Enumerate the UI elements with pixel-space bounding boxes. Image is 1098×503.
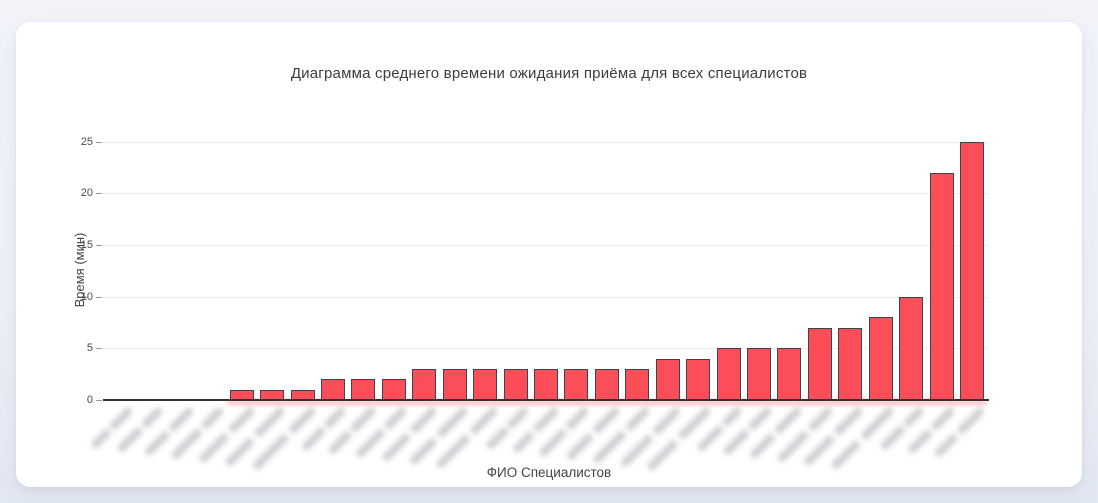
bar bbox=[473, 369, 498, 400]
x-tick-label-redacted bbox=[776, 406, 834, 464]
bar bbox=[716, 348, 741, 400]
x-tick-label-redacted bbox=[592, 406, 651, 465]
x-tick-label-redacted bbox=[170, 406, 225, 461]
gridline bbox=[103, 296, 989, 298]
bar bbox=[321, 379, 345, 400]
x-tick-label-redacted bbox=[251, 406, 317, 472]
bar bbox=[655, 358, 680, 400]
x-tick-label-redacted bbox=[435, 406, 499, 470]
bar bbox=[807, 327, 832, 400]
y-tick-mark bbox=[96, 193, 102, 195]
gridline bbox=[103, 193, 989, 195]
y-tick-label: 5 bbox=[86, 342, 93, 355]
bar bbox=[351, 379, 376, 400]
bar bbox=[412, 369, 437, 400]
x-tick-label-redacted bbox=[565, 406, 621, 462]
bar bbox=[868, 317, 893, 400]
bar bbox=[686, 358, 711, 400]
x-tick-label-redacted bbox=[408, 406, 469, 467]
x-tick-label-redacted bbox=[619, 406, 682, 469]
bar bbox=[777, 348, 802, 400]
y-axis-title: Время (мин) bbox=[72, 232, 87, 308]
x-tick-label-redacted bbox=[646, 406, 712, 472]
x-tick-label-redacted bbox=[197, 406, 256, 464]
gridline bbox=[103, 245, 989, 247]
gridline bbox=[103, 141, 989, 143]
y-tick-mark bbox=[96, 141, 102, 143]
chart-card: Диаграмма среднего времени ожидания приё… bbox=[16, 22, 1082, 487]
chart-title: Диаграмма среднего времени ожидания приё… bbox=[290, 65, 808, 82]
y-tick-mark bbox=[96, 348, 102, 350]
bar bbox=[503, 369, 528, 400]
y-tick-label: 10 bbox=[80, 290, 93, 303]
y-tick-mark bbox=[96, 245, 102, 247]
x-tick-label-redacted bbox=[830, 406, 895, 471]
y-tick-mark bbox=[96, 296, 102, 298]
bar bbox=[534, 369, 558, 400]
y-tick-label: 0 bbox=[86, 394, 93, 406]
x-tick-label-redacted bbox=[803, 406, 864, 467]
plot-area: 0 5 10 15 20 25 bbox=[81, 120, 989, 472]
bar bbox=[625, 369, 650, 400]
y-tick-label: 25 bbox=[80, 135, 93, 148]
bar bbox=[899, 296, 924, 400]
y-tick-mark bbox=[96, 400, 102, 401]
x-axis-title: ФИО Специалистов bbox=[486, 465, 612, 480]
y-tick-label: 20 bbox=[80, 187, 93, 200]
bar bbox=[929, 172, 954, 400]
bars-reflection-glow bbox=[226, 400, 987, 405]
x-tick-label-redacted bbox=[224, 406, 286, 468]
bar bbox=[564, 369, 589, 400]
y-tick-label: 15 bbox=[80, 239, 93, 252]
bar bbox=[838, 327, 863, 400]
gridline bbox=[103, 348, 989, 350]
bar bbox=[381, 379, 406, 400]
x-axis-line bbox=[103, 399, 989, 401]
bar bbox=[594, 369, 619, 400]
bar bbox=[747, 348, 771, 400]
x-tick-label-redacted bbox=[381, 406, 438, 463]
bar bbox=[960, 141, 984, 400]
bar bbox=[442, 369, 467, 400]
